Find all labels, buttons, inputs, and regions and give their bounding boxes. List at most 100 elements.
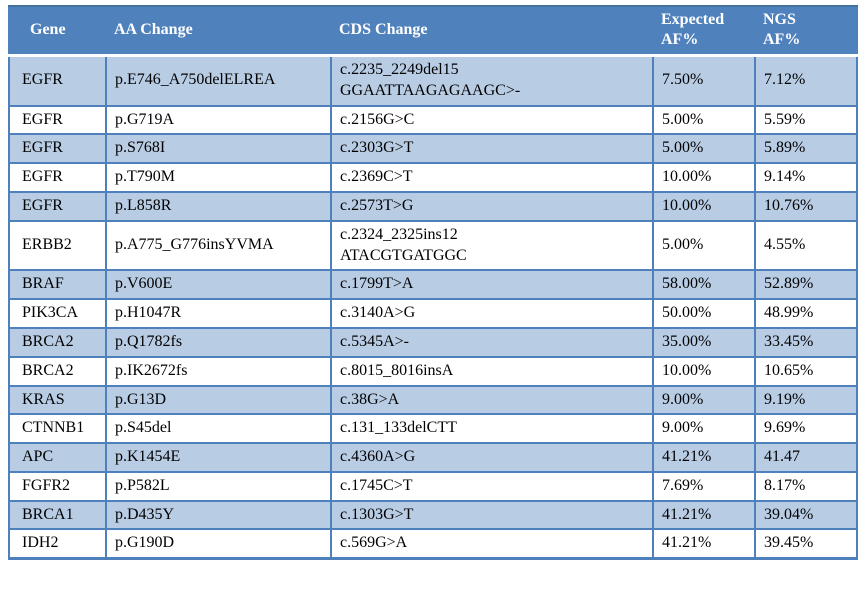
cds-change-cell: c.2235_2249del15 GGAATTAAGAGAAGC>- <box>330 54 654 107</box>
ngs-af-cell: 48.99% <box>754 298 858 329</box>
cds-change-cell: c.1799T>A <box>330 269 654 301</box>
table-row: KRAS p.G13D c.38G>A 9.00% 9.19% <box>8 384 858 416</box>
ngs-af-cell: 8.17% <box>754 470 858 502</box>
expected-af-cell: 35.00% <box>652 326 756 358</box>
ngs-af-cell: 7.12% <box>754 54 858 107</box>
expected-af-cell: 41.21% <box>652 499 756 531</box>
gene-cell: FGFR2 <box>8 470 107 502</box>
expected-af-cell: 10.00% <box>652 162 756 193</box>
ngs-af-cell: 39.45% <box>754 528 858 560</box>
cds-change-cell: c.131_133delCTT <box>330 413 654 445</box>
table-row: EGFR p.G719A c.2156G>C 5.00% 5.59% <box>8 104 858 136</box>
ngs-af-cell: 10.65% <box>754 355 858 387</box>
ngs-af-cell: 5.59% <box>754 104 858 136</box>
expected-af-cell: 10.00% <box>652 190 756 222</box>
aa-change-cell: p.D435Y <box>105 499 332 531</box>
gene-cell: KRAS <box>8 384 107 416</box>
gene-cell: IDH2 <box>8 528 107 560</box>
aa-change-cell: p.T790M <box>105 162 332 193</box>
cds-change-cell: c.1303G>T <box>330 499 654 531</box>
ngs-af-cell: 33.45% <box>754 326 858 358</box>
ngs-af-cell: 41.47 <box>754 442 858 473</box>
table-row: PIK3CA p.H1047R c.3140A>G 50.00% 48.99% <box>8 298 858 329</box>
ngs-af-cell: 9.69% <box>754 413 858 445</box>
ngs-af-cell: 4.55% <box>754 219 858 272</box>
expected-af-cell: 9.00% <box>652 413 756 445</box>
gene-cell: APC <box>8 442 107 473</box>
table-row: EGFR p.S768I c.2303G>T 5.00% 5.89% <box>8 133 858 165</box>
expected-af-cell: 9.00% <box>652 384 756 416</box>
table-row: BRCA2 p.IK2672fs c.8015_8016insA 10.00% … <box>8 355 858 387</box>
cds-change-cell: c.3140A>G <box>330 298 654 329</box>
table-row: CTNNB1 p.S45del c.131_133delCTT 9.00% 9.… <box>8 413 858 445</box>
aa-change-cell: p.E746_A750delELREA <box>105 54 332 107</box>
table-row: FGFR2 p.P582L c.1745C>T 7.69% 8.17% <box>8 470 858 502</box>
table-row: EGFR p.L858R c.2573T>G 10.00% 10.76% <box>8 190 858 222</box>
gene-cell: BRAF <box>8 269 107 301</box>
expected-af-cell: 41.21% <box>652 442 756 473</box>
ngs-af-cell: 39.04% <box>754 499 858 531</box>
aa-change-cell: p.P582L <box>105 470 332 502</box>
expected-af-cell: 50.00% <box>652 298 756 329</box>
gene-cell: BRCA1 <box>8 499 107 531</box>
expected-af-cell: 58.00% <box>652 269 756 301</box>
expected-af-cell: 7.50% <box>652 54 756 107</box>
ngs-af-cell: 5.89% <box>754 133 858 165</box>
cds-change-cell: c.2573T>G <box>330 190 654 222</box>
aa-change-cell: p.Q1782fs <box>105 326 332 358</box>
table-row: APC p.K1454E c.4360A>G 41.21% 41.47 <box>8 442 858 473</box>
ngs-af-cell: 9.19% <box>754 384 858 416</box>
aa-change-cell: p.L858R <box>105 190 332 222</box>
aa-change-cell: p.H1047R <box>105 298 332 329</box>
ngs-af-cell: 52.89% <box>754 269 858 301</box>
cds-change-cell: c.8015_8016insA <box>330 355 654 387</box>
expected-af-cell: 10.00% <box>652 355 756 387</box>
cds-change-cell: c.1745C>T <box>330 470 654 502</box>
column-header-aa-change: AA Change <box>106 4 331 57</box>
aa-change-cell: p.S45del <box>105 413 332 445</box>
column-header-ngs-af: NGS AF% <box>755 4 857 57</box>
aa-change-cell: p.G190D <box>105 528 332 560</box>
aa-change-cell: p.G13D <box>105 384 332 416</box>
cds-change-cell: c.569G>A <box>330 528 654 560</box>
column-header-gene: Gene <box>9 4 106 57</box>
aa-change-cell: p.A775_G776insYVMA <box>105 219 332 272</box>
gene-cell: ERBB2 <box>8 219 107 272</box>
gene-cell: PIK3CA <box>8 298 107 329</box>
table-row: EGFR p.E746_A750delELREA c.2235_2249del1… <box>8 54 858 107</box>
aa-change-cell: p.IK2672fs <box>105 355 332 387</box>
cds-change-cell: c.2156G>C <box>330 104 654 136</box>
table-row: BRCA1 p.D435Y c.1303G>T 41.21% 39.04% <box>8 499 858 531</box>
expected-af-cell: 5.00% <box>652 104 756 136</box>
aa-change-cell: p.G719A <box>105 104 332 136</box>
gene-cell: CTNNB1 <box>8 413 107 445</box>
gene-cell: EGFR <box>8 54 107 107</box>
expected-af-cell: 7.69% <box>652 470 756 502</box>
column-header-cds-change: CDS Change <box>331 4 653 57</box>
table-header-row: Gene AA Change CDS Change Expected AF% N… <box>9 4 857 57</box>
ngs-af-cell: 9.14% <box>754 162 858 193</box>
aa-change-cell: p.V600E <box>105 269 332 301</box>
gene-cell: EGFR <box>8 162 107 193</box>
table-row: BRCA2 p.Q1782fs c.5345A>- 35.00% 33.45% <box>8 326 858 358</box>
gene-cell: BRCA2 <box>8 326 107 358</box>
cds-change-cell: c.2303G>T <box>330 133 654 165</box>
expected-af-cell: 41.21% <box>652 528 756 560</box>
gene-cell: EGFR <box>8 133 107 165</box>
cds-change-cell: c.38G>A <box>330 384 654 416</box>
variant-table: Gene AA Change CDS Change Expected AF% N… <box>8 4 858 561</box>
table-row: BRAF p.V600E c.1799T>A 58.00% 52.89% <box>8 269 858 301</box>
cds-change-cell: c.4360A>G <box>330 442 654 473</box>
table-row: EGFR p.T790M c.2369C>T 10.00% 9.14% <box>8 162 858 193</box>
gene-cell: BRCA2 <box>8 355 107 387</box>
expected-af-cell: 5.00% <box>652 219 756 272</box>
cds-change-cell: c.5345A>- <box>330 326 654 358</box>
aa-change-cell: p.S768I <box>105 133 332 165</box>
aa-change-cell: p.K1454E <box>105 442 332 473</box>
table-row: ERBB2 p.A775_G776insYVMA c.2324_2325ins1… <box>8 219 858 272</box>
table-row: IDH2 p.G190D c.569G>A 41.21% 39.45% <box>8 528 858 560</box>
cds-change-cell: c.2324_2325ins12 ATACGTGATGGC <box>330 219 654 272</box>
gene-cell: EGFR <box>8 104 107 136</box>
expected-af-cell: 5.00% <box>652 133 756 165</box>
